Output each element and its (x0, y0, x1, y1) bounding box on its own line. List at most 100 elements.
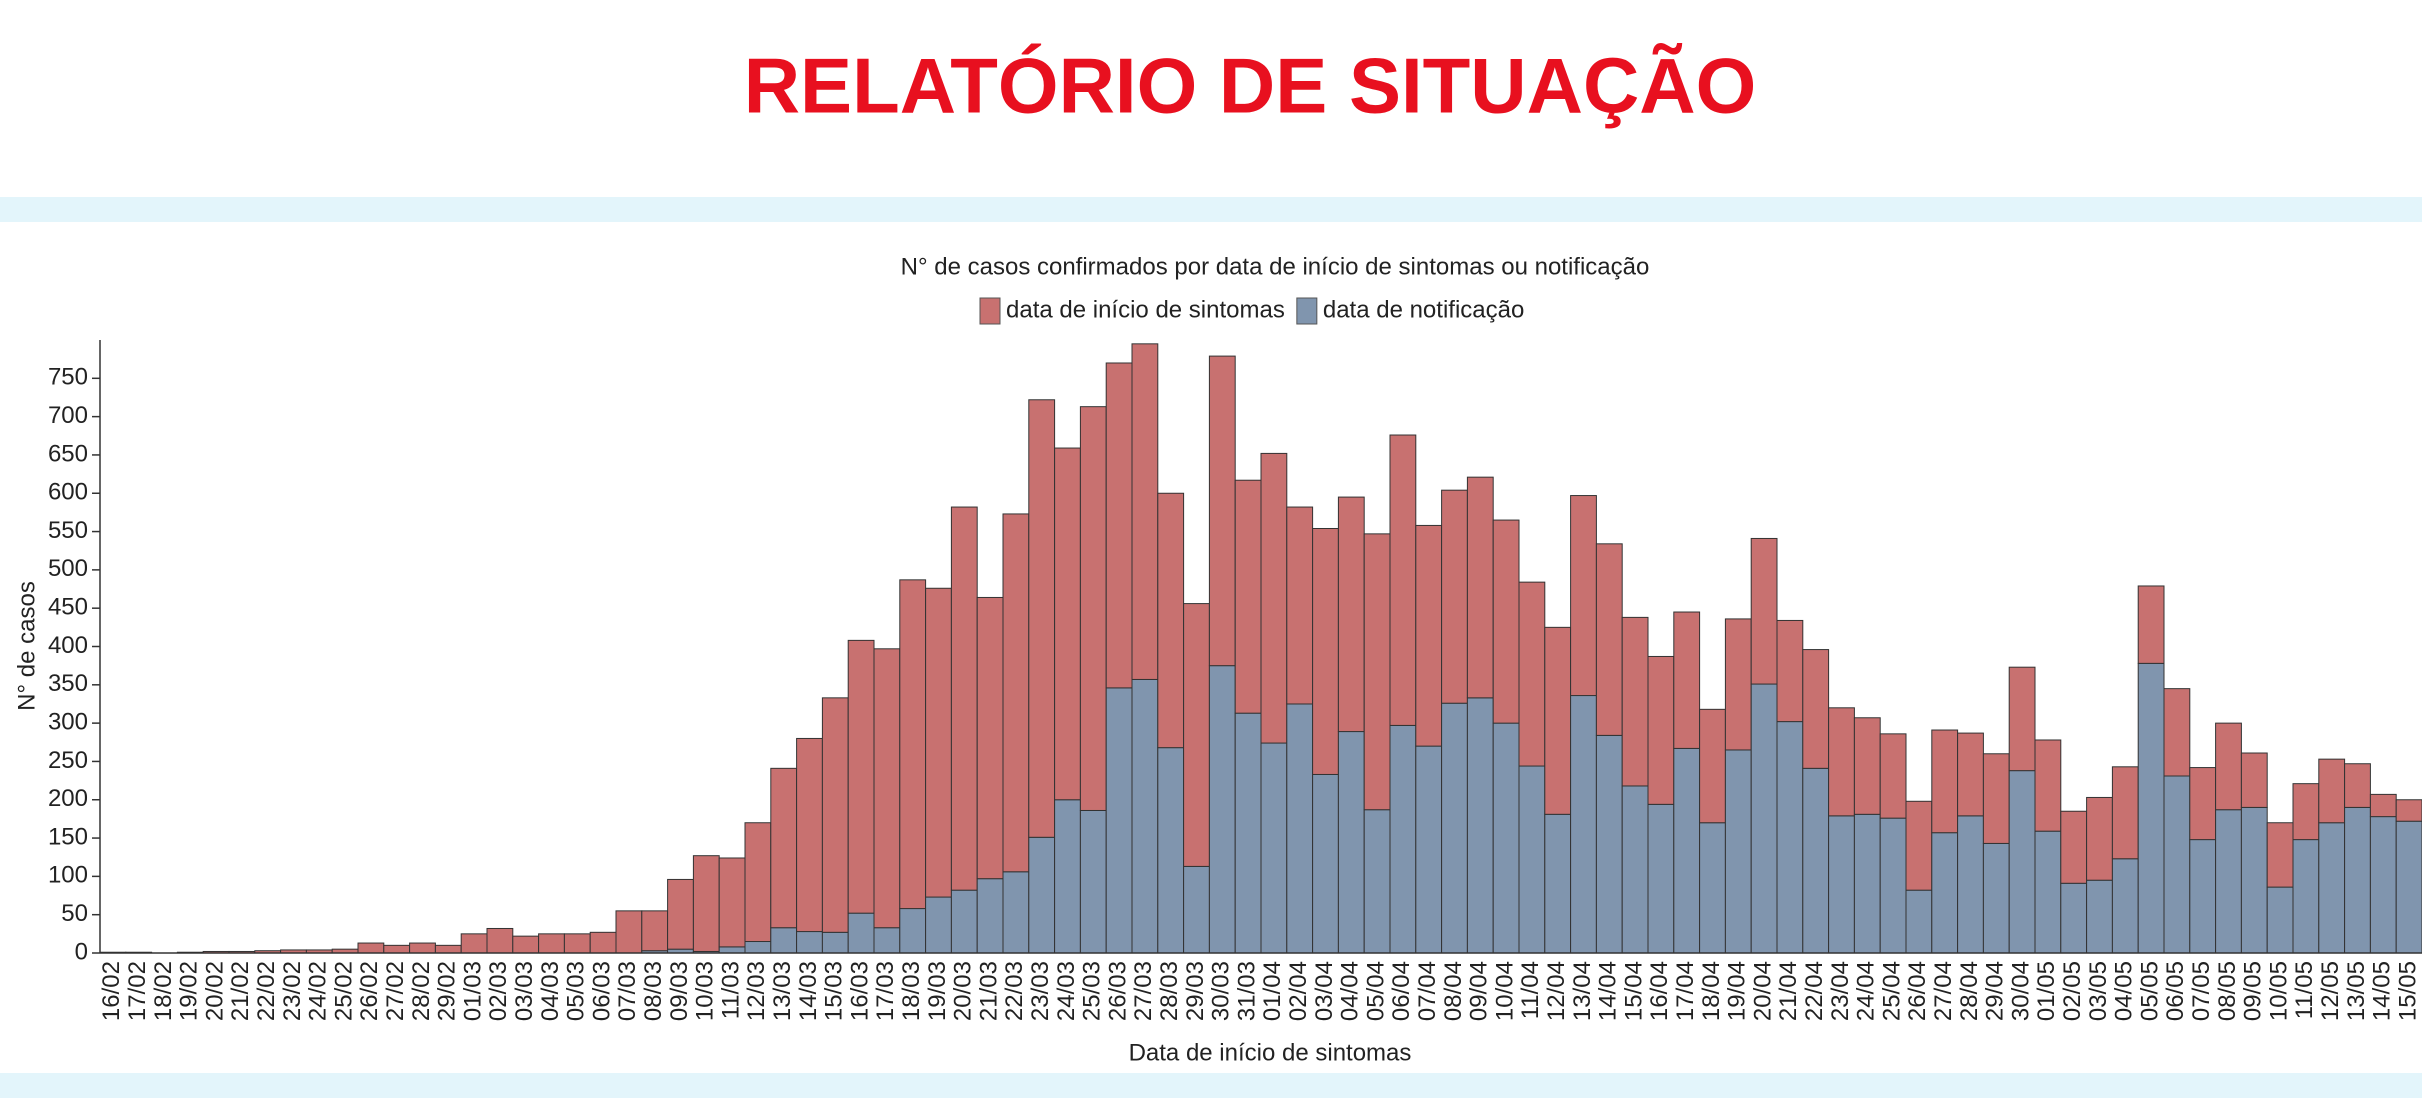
bar-segment (847, 912, 875, 954)
bar-segment (2034, 739, 2062, 832)
x-tick-label: 16/04 (1646, 961, 1673, 1021)
bar-segment (1492, 519, 1520, 724)
x-tick-label: 05/04 (1362, 961, 1389, 1021)
x-tick-label: 31/03 (1233, 961, 1260, 1021)
x-tick-label: 13/05 (2343, 961, 2370, 1021)
bar-segment (1208, 665, 1236, 954)
y-tick-label: 650 (48, 440, 88, 467)
x-tick-label: 28/02 (408, 961, 435, 1021)
x-tick-label: 01/05 (2033, 961, 2060, 1021)
y-axis-title: N° de casos (13, 581, 40, 711)
bar-segment (2086, 796, 2113, 881)
x-tick-label: 16/05 (2420, 961, 2422, 1021)
bar-segment (409, 942, 436, 954)
x-tick-label: 30/03 (1208, 961, 1235, 1021)
x-tick-label: 05/05 (2136, 961, 2163, 1021)
bar-segment (1673, 747, 1701, 954)
bar-segment (2215, 809, 2242, 954)
x-tick-label: 21/02 (227, 961, 254, 1021)
bar-segment (1466, 697, 1494, 954)
bar-segment (2395, 799, 2422, 822)
bar-segment (1518, 765, 1546, 954)
bar-segment (1157, 492, 1185, 749)
bar-segment (2318, 758, 2346, 824)
bar-segment (718, 857, 746, 948)
bar-segment (1853, 813, 1881, 954)
x-tick-label: 04/03 (537, 961, 564, 1021)
x-tick-label: 23/04 (1827, 961, 1854, 1021)
bar-segment (1673, 611, 1701, 749)
x-tick-label: 09/03 (666, 961, 693, 1021)
bar-segment (1466, 476, 1494, 699)
x-tick-label: 22/03 (1001, 961, 1028, 1021)
bar-segment (2034, 830, 2062, 954)
x-tick-label: 18/04 (1698, 961, 1725, 1021)
bar-segment (1647, 655, 1675, 805)
x-tick-label: 01/03 (459, 961, 486, 1021)
x-tick-label: 15/03 (821, 961, 848, 1021)
bar-segment (383, 944, 411, 954)
bar-segment (1415, 745, 1443, 954)
bar-segment (1802, 767, 1830, 954)
x-tick-label: 10/04 (1491, 961, 1518, 1021)
bar-segment (976, 878, 1004, 954)
x-tick-label: 11/03 (717, 961, 744, 1019)
x-tick-label: 24/02 (305, 961, 332, 1021)
bar-segment (1312, 773, 1339, 954)
bar-segment (1131, 343, 1159, 680)
bar-segment (2369, 816, 2397, 954)
bar-segment (1260, 452, 1288, 744)
bar-segment (718, 946, 746, 954)
bar-segment (2292, 783, 2320, 841)
x-tick-label: 30/04 (2007, 961, 2034, 1021)
bar-segment (538, 933, 565, 954)
bar-segment (2318, 822, 2346, 954)
bar-segment (460, 933, 488, 954)
bar-segment (1492, 722, 1520, 954)
bar-segment (2060, 810, 2088, 884)
x-tick-label: 02/05 (2059, 961, 2086, 1021)
bar-segment (641, 910, 669, 952)
y-tick-label: 550 (48, 517, 88, 544)
bar-segment (770, 927, 798, 954)
legend-label: data de início de sintomas (1006, 296, 1285, 323)
x-tick-label: 21/04 (1775, 961, 1802, 1021)
x-tick-label: 19/03 (924, 961, 951, 1021)
bar-segment (2266, 822, 2294, 888)
bar-segment (925, 896, 952, 954)
x-tick-label: 19/02 (176, 961, 203, 1021)
y-tick-label: 100 (48, 862, 88, 889)
bar-segment (770, 767, 798, 929)
bar-segment (1363, 809, 1391, 954)
x-tick-label: 18/02 (150, 961, 177, 1021)
bar-segment (1183, 865, 1210, 954)
x-tick-label: 17/02 (124, 961, 151, 1021)
y-tick-label: 350 (48, 670, 88, 697)
bar-segment (2369, 793, 2397, 818)
x-tick-label: 03/03 (511, 961, 538, 1021)
bar-segment (1079, 809, 1107, 954)
bar-segment (1337, 731, 1365, 954)
bar-segment (1595, 734, 1623, 954)
y-tick-label: 600 (48, 479, 88, 506)
bar-segment (2292, 839, 2320, 954)
bar-segment (1905, 800, 1933, 891)
bar-segment (1621, 616, 1649, 787)
bar-segment (1028, 399, 1056, 838)
x-tick-label: 11/05 (2291, 961, 2318, 1019)
band-top (0, 197, 2422, 222)
bar-segment (1957, 732, 1984, 817)
bar-segment (1750, 537, 1778, 685)
bar-segment (1415, 524, 1443, 747)
x-tick-label: 19/04 (1724, 961, 1751, 1021)
bar-segment (486, 927, 514, 954)
bar-segment (821, 697, 849, 933)
bar-segment (2008, 666, 2036, 772)
bar-segment (1699, 822, 1726, 954)
x-tick-label: 29/03 (1182, 961, 1209, 1021)
x-tick-label: 09/04 (1466, 961, 1493, 1021)
bar-segment (692, 855, 720, 952)
bar-segment (950, 506, 978, 891)
x-tick-label: 01/04 (1259, 961, 1286, 1021)
bar-segment (1931, 729, 1959, 834)
